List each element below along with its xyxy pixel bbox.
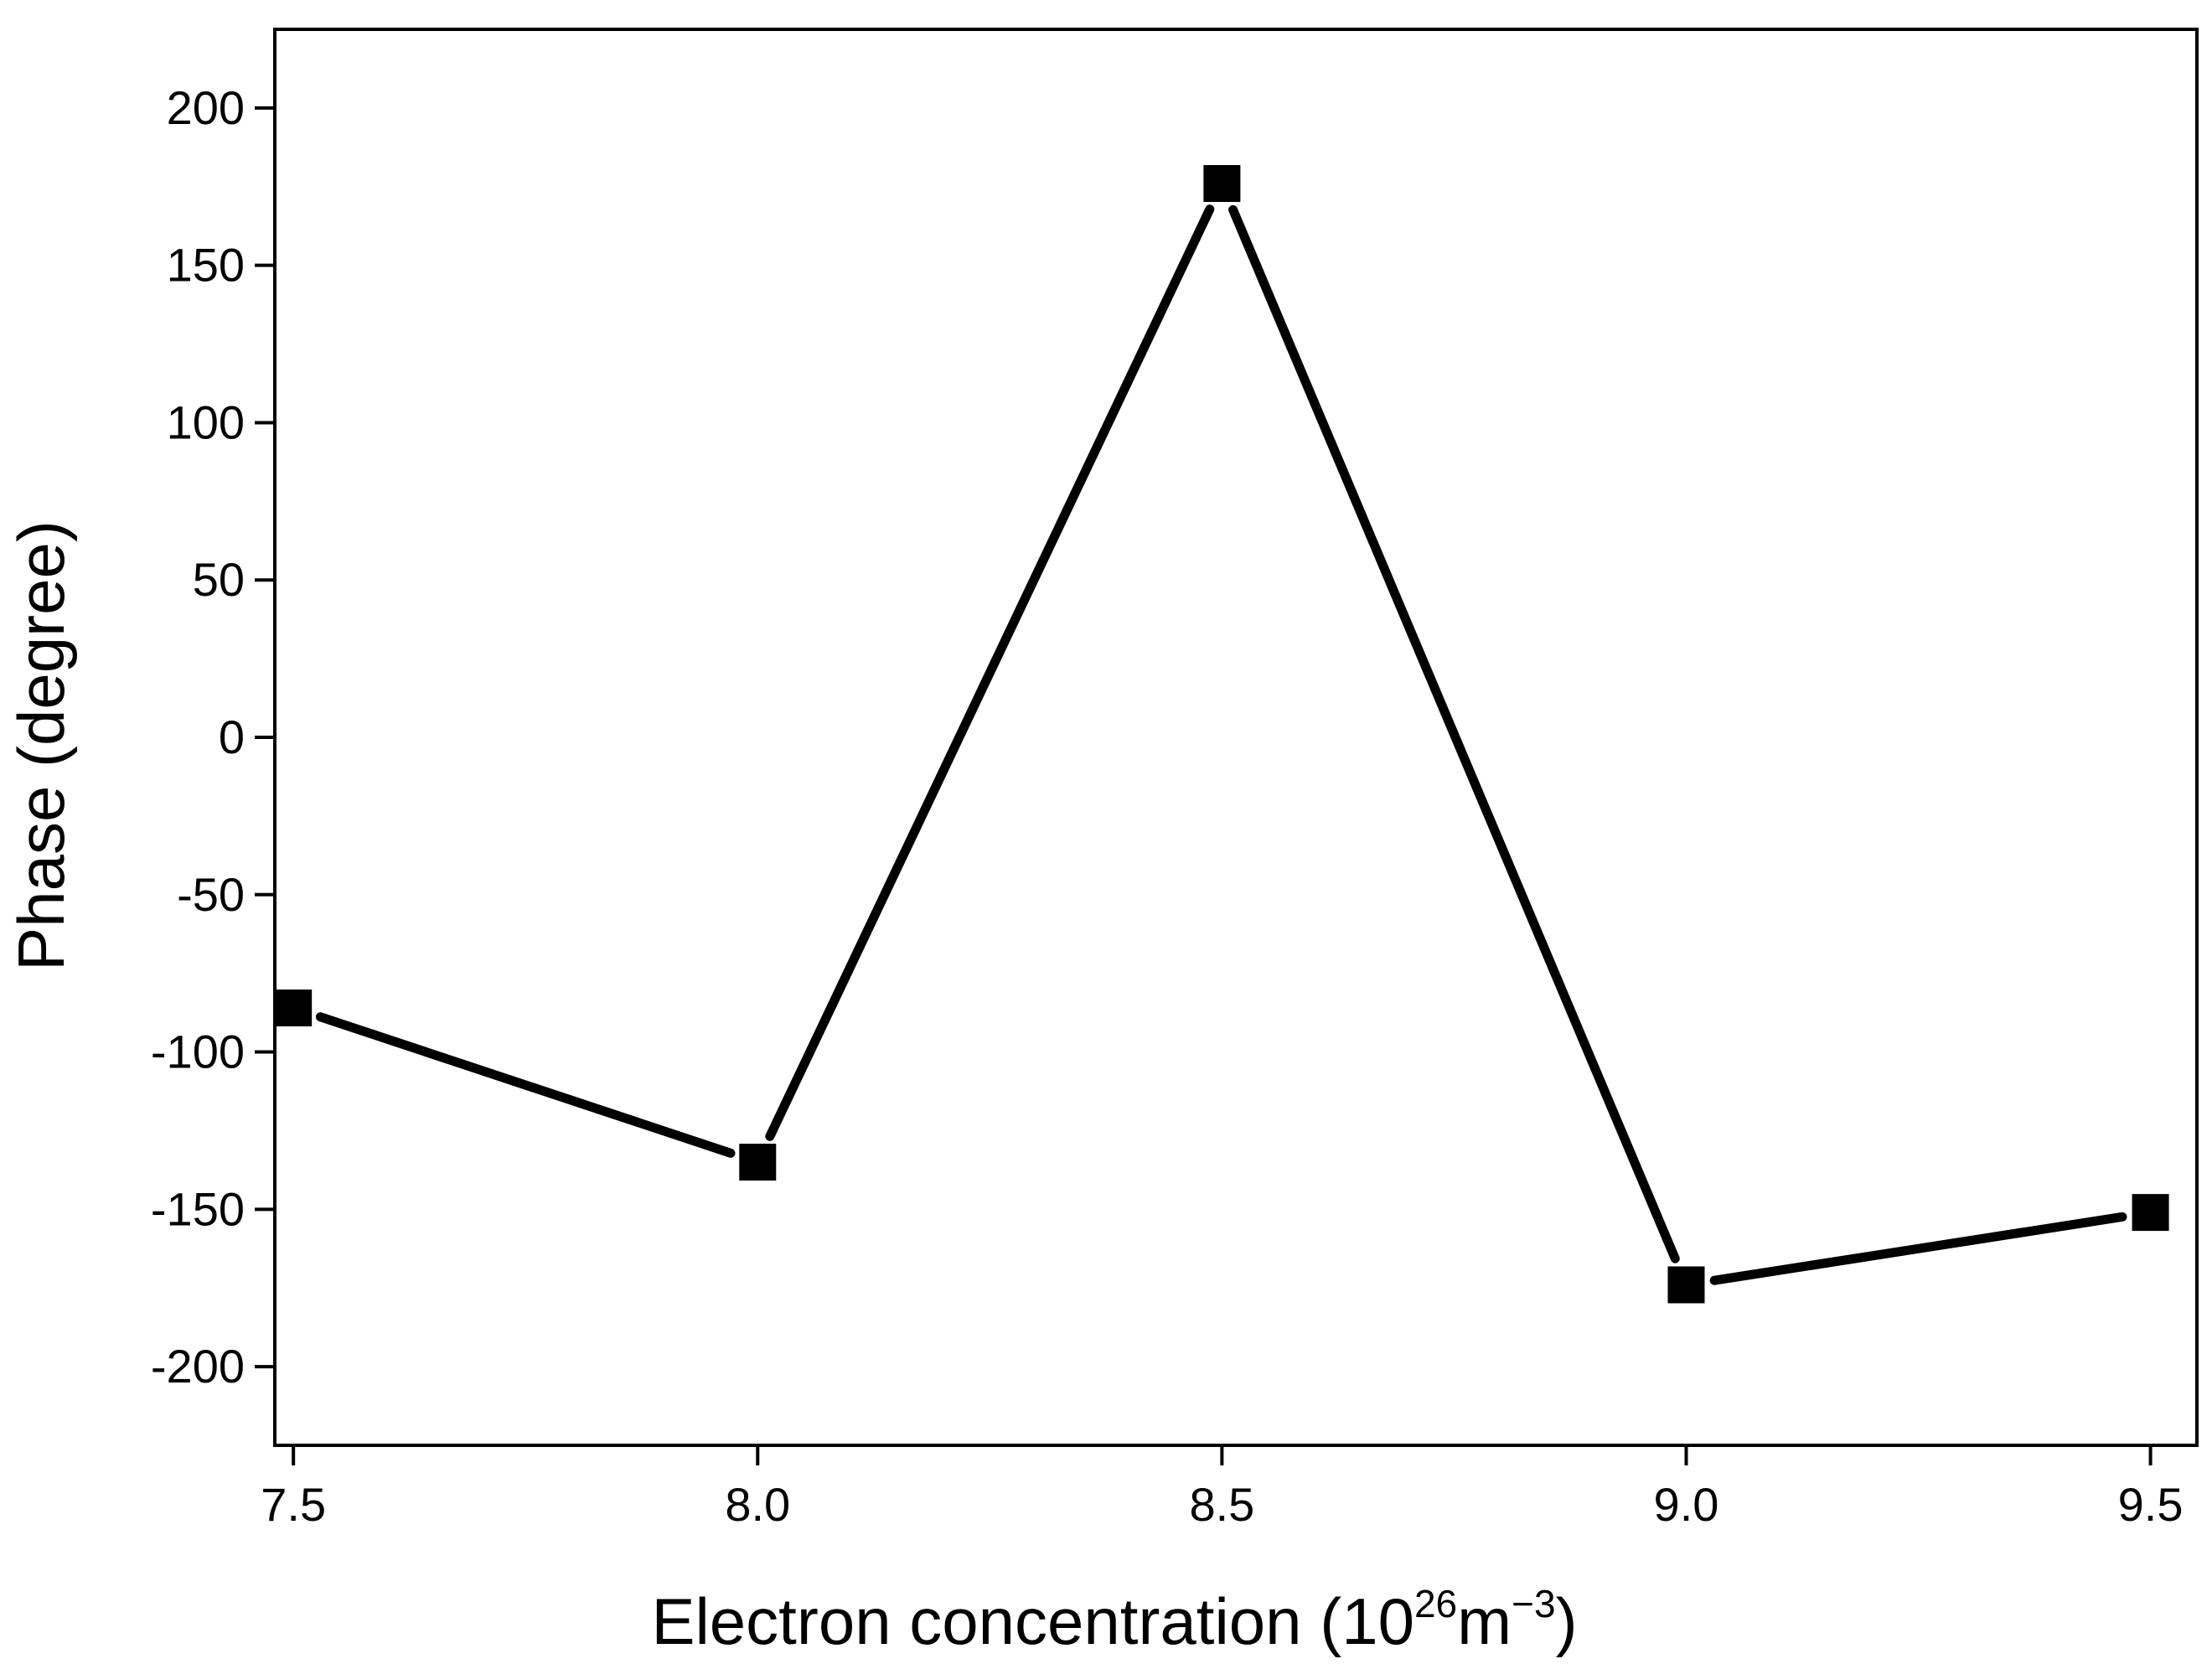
y-tick-label: 50 bbox=[193, 553, 245, 606]
x-axis-title-exponent-1: 26 bbox=[1414, 1582, 1457, 1625]
y-tick-label: 100 bbox=[167, 395, 245, 448]
y-tick-label: -50 bbox=[177, 868, 245, 921]
x-tick-label: 8.5 bbox=[1189, 1478, 1254, 1531]
series-line-segment bbox=[765, 204, 1215, 1141]
x-tick-label: 9.5 bbox=[2118, 1478, 2184, 1531]
y-axis-title: Phase (degree) bbox=[4, 520, 78, 971]
y-tick-label: -200 bbox=[151, 1340, 245, 1393]
x-axis-title-exponent-2: −3 bbox=[1512, 1582, 1555, 1625]
series-line-segment bbox=[315, 1012, 736, 1158]
data-point-marker bbox=[2132, 1194, 2169, 1232]
plot-border bbox=[273, 28, 2199, 1447]
y-tick-label: 0 bbox=[219, 711, 245, 763]
x-axis-title-base: Electron concentration (10 bbox=[651, 1584, 1414, 1658]
series-lines bbox=[315, 204, 2127, 1285]
y-axis-ticks: 200 150 100 50 0 -50 -100 -150 -200 bbox=[151, 81, 275, 1393]
y-tick-label: -150 bbox=[151, 1182, 245, 1235]
x-tick-label: 9.0 bbox=[1654, 1478, 1719, 1531]
plot-frame bbox=[273, 28, 2199, 1447]
x-axis-ticks: 7.5 8.0 8.5 9.0 9.5 bbox=[261, 1445, 2184, 1531]
y-tick-label: 150 bbox=[167, 239, 245, 292]
series-line-segment bbox=[1709, 1212, 2127, 1285]
y-tick-label: -100 bbox=[151, 1026, 245, 1078]
x-tick-label: 7.5 bbox=[261, 1478, 326, 1531]
data-point-marker bbox=[739, 1144, 777, 1181]
data-point-marker bbox=[1667, 1266, 1705, 1304]
x-axis-title-unit: m bbox=[1457, 1584, 1512, 1658]
x-tick-label: 8.0 bbox=[725, 1478, 790, 1531]
x-axis-title: Electron concentration (1026m−3) bbox=[651, 1582, 1577, 1658]
y-tick-label: 200 bbox=[167, 81, 245, 134]
data-point-marker bbox=[1203, 165, 1241, 203]
data-point-marker bbox=[275, 989, 313, 1026]
series-markers bbox=[275, 165, 2169, 1304]
series-line-segment bbox=[1228, 204, 1680, 1264]
x-axis-title-close: ) bbox=[1556, 1584, 1578, 1658]
